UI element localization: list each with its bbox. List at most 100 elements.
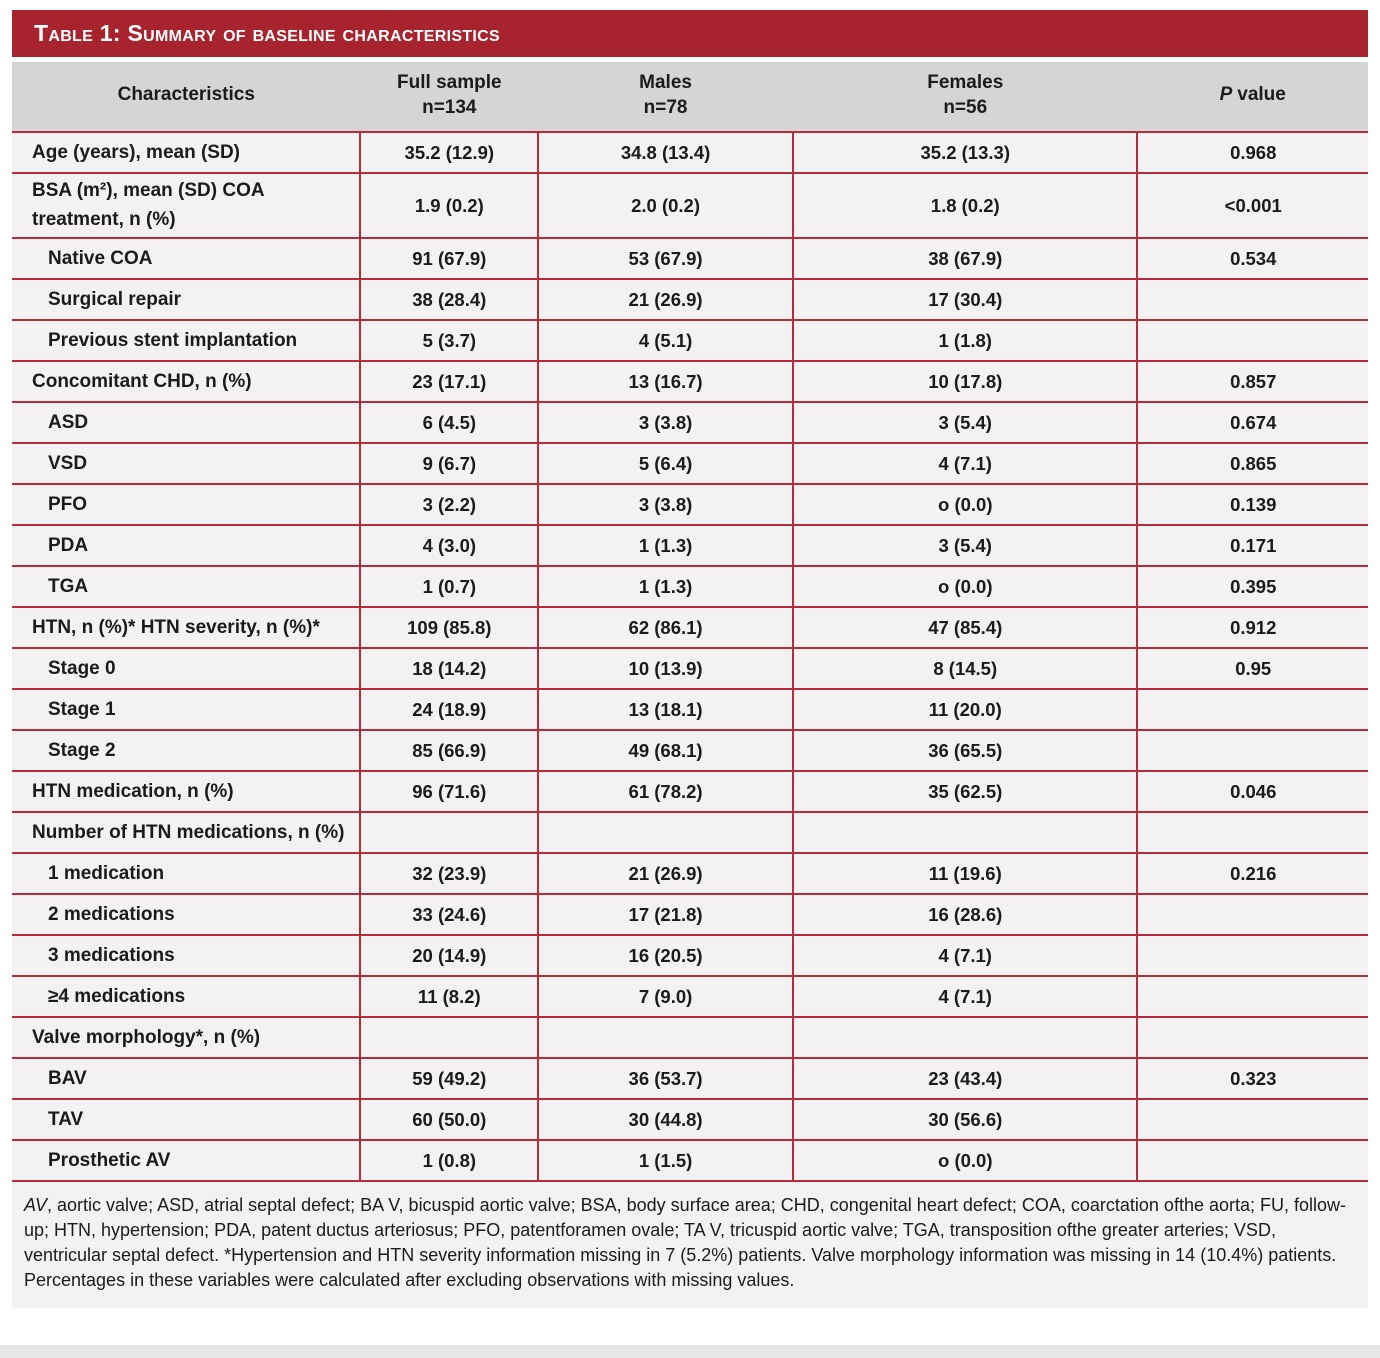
full-sample-value: 35.2 (12.9) [359,131,539,174]
p-value [1136,975,1368,1018]
table-row: Concomitant CHD, n (%) 23 (17.1) 13 (16.7)… [12,360,1368,403]
p-value: 0.171 [1136,524,1368,567]
table-title-bar: Table 1: Summary of baseline characteris… [12,10,1368,57]
males-value: 2.0 (0.2) [537,172,794,239]
full-sample-value: 1 (0.8) [359,1139,539,1183]
row-label: Native COA [12,237,361,280]
p-value: 0.912 [1136,606,1368,649]
females-value: 17 (30.4) [792,278,1138,321]
p-value: 0.865 [1136,442,1368,485]
p-value: 0.674 [1136,401,1368,444]
row-label: Prosthetic AV [12,1139,361,1183]
females-value: 11 (19.6) [792,852,1138,895]
males-value: 1 (1.5) [537,1139,794,1183]
full-sample-value: 33 (24.6) [359,893,539,936]
females-value: 4 (7.1) [792,442,1138,485]
males-value: 16 (20.5) [537,934,794,977]
row-label: HTN medication, n (%) [12,770,361,813]
females-value: 38 (67.9) [792,237,1138,280]
full-sample-value: 1.9 (0.2) [359,172,539,239]
row-label: Age (years), mean (SD) [12,131,361,174]
row-label: Stage 0 [12,647,361,690]
males-value: 10 (13.9) [537,647,794,690]
paper-table-page: Table 1: Summary of baseline characteris… [12,10,1368,1308]
males-value [537,811,794,854]
p-value: 0.216 [1136,852,1368,895]
p-value [1136,729,1368,772]
row-label: Stage 1 [12,688,361,731]
row-label: 3 medications [12,934,361,977]
p-value [1136,934,1368,977]
row-label: 1 medication [12,852,361,895]
males-value [537,1016,794,1059]
table-row: Previous stent implantation 5 (3.7) 4 (5.1… [12,319,1368,362]
table-row: TAV 60 (50.0) 30 (44.8) 30 (56.6) [12,1098,1368,1141]
column-header-n: n=78 [643,96,688,118]
table-row: 1 medication 32 (23.9) 21 (26.9) 11 (19.6) 0… [12,852,1368,895]
table-row: Surgical repair 38 (28.4) 21 (26.9) 17 (30.… [12,278,1368,321]
full-sample-value: 38 (28.4) [359,278,539,321]
females-value: 10 (17.8) [792,360,1138,403]
column-header-characteristics: Characteristics [12,62,361,133]
females-value: 3 (5.4) [792,524,1138,567]
males-value: 5 (6.4) [537,442,794,485]
males-value: 30 (44.8) [537,1098,794,1141]
males-value: 3 (3.8) [537,483,794,526]
row-label: Surgical repair [12,278,361,321]
males-value: 13 (16.7) [537,360,794,403]
males-value: 49 (68.1) [537,729,794,772]
table-row: 3 medications 20 (14.9) 16 (20.5) 4 (7.1) [12,934,1368,977]
p-value: 0.534 [1136,237,1368,280]
table-row: HTN medication, n (%) 96 (71.6) 61 (78.2) 3… [12,770,1368,813]
full-sample-value: 18 (14.2) [359,647,539,690]
full-sample-value: 3 (2.2) [359,483,539,526]
females-value: 35 (62.5) [792,770,1138,813]
full-sample-value: 91 (67.9) [359,237,539,280]
females-value: o (0.0) [792,565,1138,608]
males-value: 17 (21.8) [537,893,794,936]
males-value: 61 (78.2) [537,770,794,813]
table-row: Native COA 91 (67.9) 53 (67.9) 38 (67.9) 0.5… [12,237,1368,280]
full-sample-value [359,811,539,854]
row-label: ≥4 medications [12,975,361,1018]
column-header-label: Characteristics [117,84,255,106]
p-value: 0.046 [1136,770,1368,813]
full-sample-value: 5 (3.7) [359,319,539,362]
males-value: 34.8 (13.4) [537,131,794,174]
p-value [1136,278,1368,321]
column-header-label: Full sample [397,72,502,93]
males-value: 7 (9.0) [537,975,794,1018]
full-sample-value: 59 (49.2) [359,1057,539,1100]
row-label: BAV [12,1057,361,1100]
males-value: 53 (67.9) [537,237,794,280]
females-value [792,1016,1138,1059]
females-value: 4 (7.1) [792,975,1138,1018]
table-body: Age (years), mean (SD) 35.2 (12.9) 34.8 (1… [12,131,1368,1183]
full-sample-value: 96 (71.6) [359,770,539,813]
p-value-word: value [1237,84,1286,106]
table-row: ASD 6 (4.5) 3 (3.8) 3 (5.4) 0.674 [12,401,1368,444]
females-value [792,811,1138,854]
table-row: PDA 4 (3.0) 1 (1.3) 3 (5.4) 0.171 [12,524,1368,567]
full-sample-value: 9 (6.7) [359,442,539,485]
table-row: PFO 3 (2.2) 3 (3.8) o (0.0) 0.139 [12,483,1368,526]
row-label: PFO [12,483,361,526]
table-row: TGA 1 (0.7) 1 (1.3) o (0.0) 0.395 [12,565,1368,608]
footnote-lead-abbreviation: AV [24,1195,48,1216]
males-value: 1 (1.3) [537,565,794,608]
females-value: 30 (56.6) [792,1098,1138,1141]
males-value: 62 (86.1) [537,606,794,649]
males-value: 4 (5.1) [537,319,794,362]
row-label: VSD [12,442,361,485]
row-label: ASD [12,401,361,444]
males-value: 21 (26.9) [537,852,794,895]
row-label: Valve morphology*, n (%) [12,1016,361,1059]
females-value: 11 (20.0) [792,688,1138,731]
table-footnote: AV, aortic valve; ASD, atrial septal def… [12,1182,1368,1308]
full-sample-value: 1 (0.7) [359,565,539,608]
table-row: ≥4 medications 11 (8.2) 7 (9.0) 4 (7.1) [12,975,1368,1018]
full-sample-value: 109 (85.8) [359,606,539,649]
males-value: 3 (3.8) [537,401,794,444]
column-header-full-sample: Full sample n=134 [360,62,539,133]
full-sample-value: 32 (23.9) [359,852,539,895]
